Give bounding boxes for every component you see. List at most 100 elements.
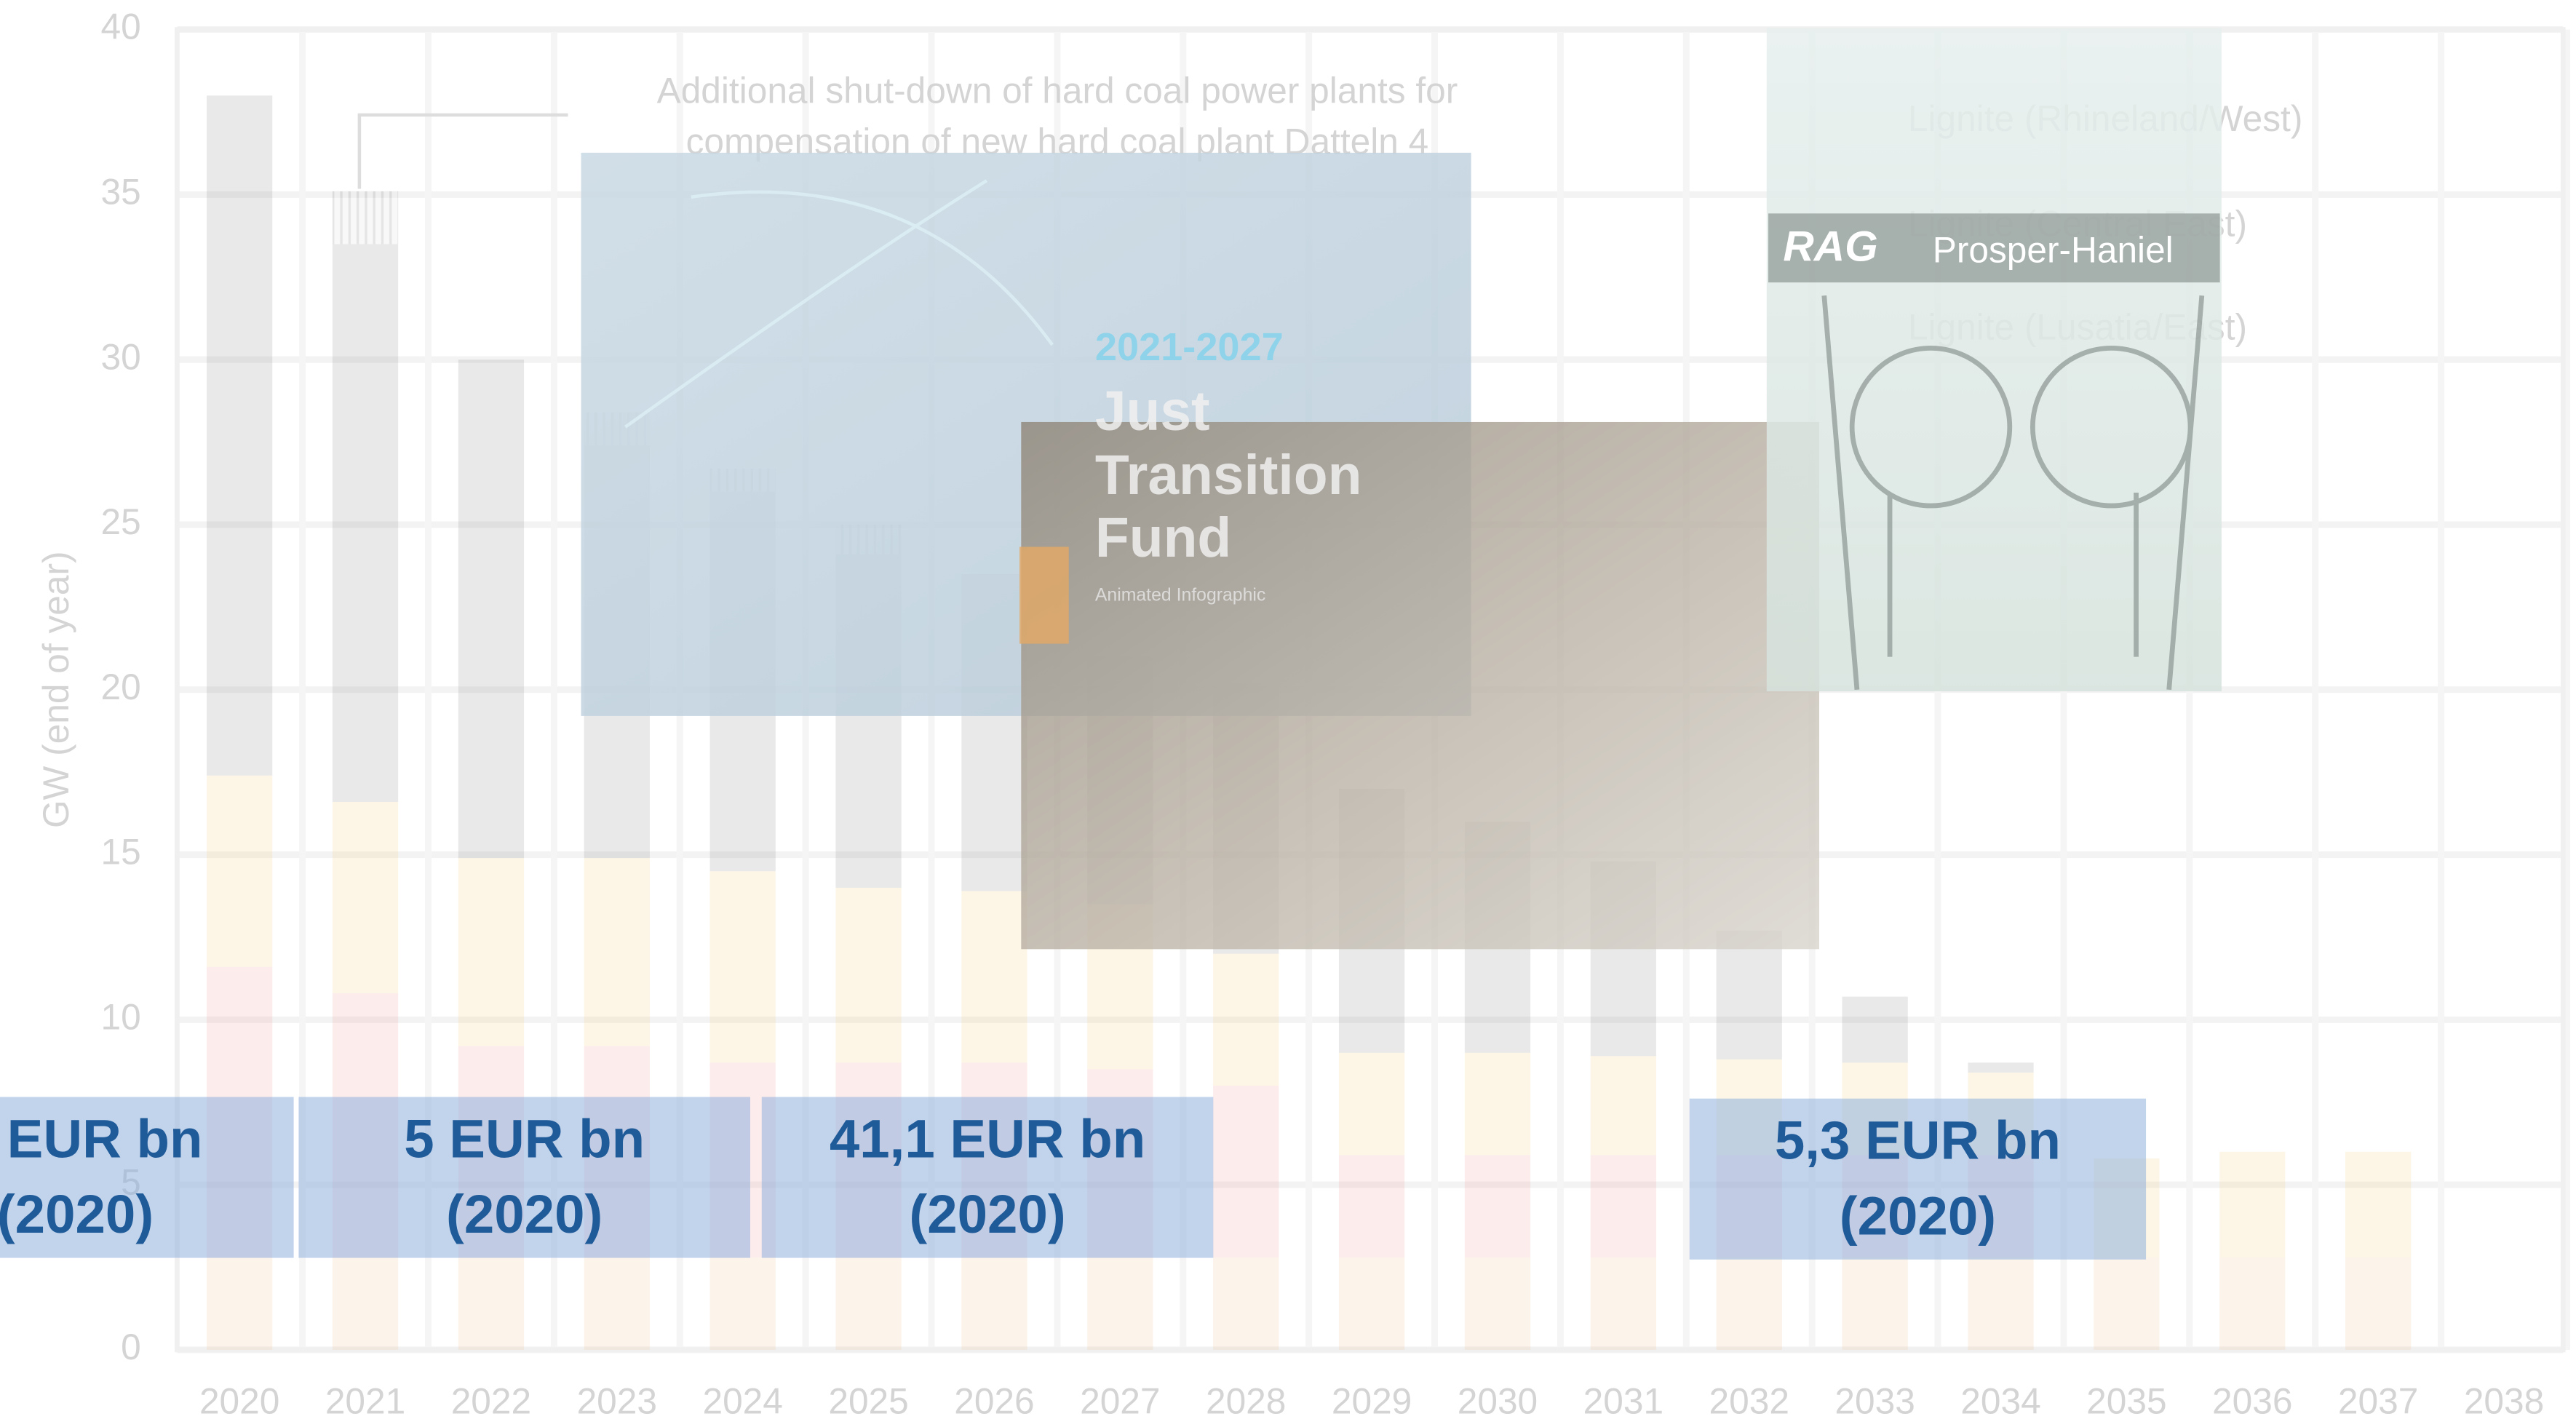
bar-segment (835, 1257, 902, 1350)
value-box-text: (2020) (0, 1184, 154, 1244)
annotation: Additional shut-down of hard coal power … (657, 71, 1458, 111)
y-tick-label: 40 (101, 7, 141, 47)
x-tick-label: 2025 (828, 1381, 908, 1422)
bar-segment (207, 1257, 273, 1350)
bar-segment (1213, 953, 1279, 1086)
bar-segment (332, 801, 399, 994)
bar-segment (2219, 1151, 2286, 1257)
bar-segment (1213, 1086, 1279, 1257)
bar-segment (458, 1257, 525, 1350)
bar-segment (1842, 1257, 1908, 1350)
value-box-text: (2020) (1840, 1185, 1996, 1246)
value-box-text: 5 EUR bn (404, 1108, 645, 1169)
bar-segment (458, 858, 525, 1046)
bar-segment (2345, 1151, 2412, 1257)
bar-segment (1590, 1155, 1656, 1257)
value-box-text: 5,3 EUR bn (1775, 1110, 2061, 1171)
bar-segment (2094, 1257, 2160, 1350)
bar-segment (709, 1257, 776, 1350)
bar-segment (332, 1257, 399, 1350)
y-tick-label: 15 (101, 832, 141, 873)
x-tick-label: 2037 (2338, 1381, 2418, 1422)
value-box (0, 1097, 294, 1258)
bar-segment (1338, 1052, 1405, 1156)
x-tick-label: 2034 (1960, 1381, 2040, 1422)
y-tick-label: 10 (101, 996, 141, 1037)
jtf-title: Just (1095, 381, 1210, 442)
image-lines (624, 179, 1054, 429)
bar-segment (1087, 1257, 1153, 1350)
bar-segment (1464, 1257, 1531, 1350)
bar-segment (1213, 1257, 1279, 1350)
bar-segment (1590, 1257, 1656, 1350)
welding-image (1021, 421, 1820, 950)
y-tick-label: 35 (101, 172, 141, 212)
bar-segment (332, 191, 399, 245)
value-box-text: 41,1 EUR bn (830, 1108, 1145, 1169)
bar-segment (1464, 1155, 1531, 1257)
value-box (298, 1097, 750, 1258)
x-tick-label: 2032 (1709, 1381, 1789, 1422)
y-tick-label: 25 (101, 501, 141, 542)
y-axis-label: GW (end of year) (36, 551, 76, 828)
bar-segment (1842, 996, 1908, 1063)
jtf-subtitle: Animated Infographic (1095, 586, 1265, 605)
bar-segment (584, 1257, 650, 1350)
rag-image (1766, 28, 2222, 692)
bar-segment (961, 1257, 1027, 1350)
bar-segment (1716, 1257, 1782, 1350)
x-tick-label: 2028 (1206, 1381, 1286, 1422)
headframe (1821, 295, 2205, 691)
y-tick-label: 20 (101, 667, 141, 707)
plot-frame (175, 27, 2566, 1353)
bar-segment (1968, 1062, 2034, 1073)
annotation-bracket (357, 113, 568, 189)
bar-segment (584, 858, 650, 1046)
x-tick-label: 2022 (451, 1381, 531, 1422)
bar-segment (1338, 1155, 1405, 1257)
bar-segment (458, 359, 525, 859)
bar-segment (207, 775, 273, 967)
rag-text: Prosper-Haniel (1933, 230, 2174, 271)
x-tick-label: 2038 (2464, 1381, 2544, 1422)
x-tick-label: 2026 (954, 1381, 1034, 1422)
bar-segment (2345, 1257, 2412, 1350)
jtf-years: 2021-2027 (1095, 325, 1284, 369)
value-box (1689, 1098, 2147, 1260)
x-tick-label: 2030 (1458, 1381, 1538, 1422)
x-tick-label: 2020 (199, 1381, 279, 1422)
bar-segment (835, 887, 902, 1063)
x-tick-label: 2021 (325, 1381, 405, 1422)
orange-tab (1019, 546, 1069, 644)
bar-segment (2219, 1257, 2286, 1350)
x-tick-label: 2036 (2212, 1381, 2292, 1422)
x-tick-label: 2024 (702, 1381, 782, 1422)
jtf-title: Transition (1095, 445, 1362, 506)
x-tick-label: 2027 (1080, 1381, 1160, 1422)
bar-segment (207, 95, 273, 776)
y-tick-label: 30 (101, 336, 141, 377)
rag-sign (1768, 213, 2220, 283)
bar-segment (709, 871, 776, 1063)
x-tick-label: 2031 (1583, 1381, 1663, 1422)
value-box-text: (2020) (909, 1184, 1065, 1244)
bar-segment (1338, 1257, 1405, 1350)
bar-segment (1968, 1257, 2034, 1350)
value-box-text: EUR bn (7, 1108, 203, 1169)
bar-segment (1464, 1052, 1531, 1156)
jtf-title: Fund (1095, 507, 1231, 569)
x-tick-label: 2029 (1332, 1381, 1412, 1422)
rag-logo: RAG (1783, 223, 1877, 271)
value-box (761, 1097, 1214, 1258)
value-box-text: (2020) (446, 1184, 603, 1244)
overlays: 2021-2027 Just Transition Fund Animated … (581, 28, 2222, 950)
bar-segment (332, 244, 399, 802)
x-tick-label: 2023 (577, 1381, 657, 1422)
bar-segment (1716, 930, 1782, 1060)
y-tick-label: 0 (121, 1327, 141, 1367)
x-tick-label: 2035 (2086, 1381, 2166, 1422)
bar-segment (1590, 1056, 1656, 1156)
x-tick-label: 2033 (1834, 1381, 1915, 1422)
